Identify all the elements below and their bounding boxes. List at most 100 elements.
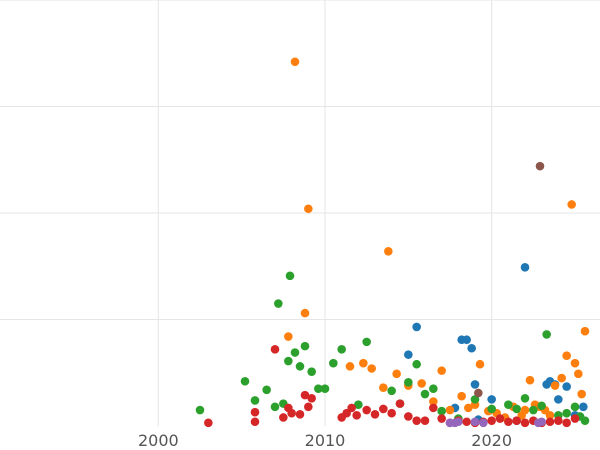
data-point-orange [392, 369, 401, 379]
data-point-green [270, 402, 280, 412]
data-point-green [537, 401, 546, 411]
data-point-red [204, 418, 213, 428]
data-point-blue [470, 380, 480, 389]
data-point-red [437, 414, 446, 423]
data-point-green [362, 337, 371, 347]
data-point-red [250, 407, 260, 417]
data-point-brown [474, 388, 483, 398]
data-point-green [562, 408, 571, 418]
data-point-green [329, 358, 338, 368]
data-point-blue [562, 382, 571, 391]
data-point-orange [304, 204, 313, 214]
data-point-red [287, 408, 296, 418]
data-point-red [404, 412, 413, 421]
x-tick-label: 2010 [305, 431, 346, 450]
data-points [195, 57, 590, 428]
data-point-red [307, 394, 316, 403]
data-point-green [300, 341, 310, 351]
data-point-orange [284, 332, 293, 341]
data-point-orange [384, 247, 393, 256]
data-point-purple [470, 417, 480, 427]
grid [0, 0, 600, 426]
data-point-green [285, 271, 295, 281]
data-point-red [562, 418, 571, 428]
data-point-orange [545, 411, 555, 420]
data-point-orange [429, 397, 438, 406]
data-point-blue [554, 395, 563, 404]
data-point-blue [520, 263, 530, 272]
data-point-orange [567, 200, 576, 209]
data-point-orange [464, 403, 473, 413]
data-point-blue [462, 335, 471, 345]
data-point-red [295, 409, 305, 419]
data-point-green [437, 406, 446, 416]
data-point-orange [580, 326, 590, 336]
x-tick-label: 2020 [471, 431, 512, 450]
data-point-green [504, 400, 513, 410]
data-point-green [387, 386, 396, 396]
data-point-purple [479, 418, 488, 428]
data-point-green [295, 362, 305, 371]
data-point-orange [379, 383, 388, 392]
data-point-orange [300, 308, 310, 318]
data-point-red [362, 405, 371, 415]
data-point-orange [574, 369, 583, 379]
data-point-red [420, 416, 430, 425]
data-point-green [520, 394, 530, 403]
data-point-orange [570, 358, 580, 368]
data-point-red [462, 417, 471, 427]
data-point-green [354, 400, 363, 410]
data-point-red [300, 390, 310, 400]
data-point-red [270, 345, 280, 354]
data-point-red [387, 408, 396, 418]
data-point-red [429, 403, 438, 413]
data-point-blue [412, 322, 421, 332]
data-point-green [250, 396, 260, 405]
x-axis-tick-labels: 2000 2010 2020 [138, 431, 512, 450]
data-point-red [495, 414, 505, 423]
data-point-red [347, 403, 356, 413]
data-point-green [195, 405, 205, 415]
data-point-green [307, 367, 316, 376]
data-point-red [487, 416, 496, 425]
data-point-red [352, 411, 361, 420]
data-point-green [529, 405, 538, 415]
data-point-orange [577, 389, 586, 399]
data-point-orange [557, 373, 566, 383]
data-point-red [250, 417, 260, 427]
data-point-green [429, 384, 438, 394]
data-point-green [314, 384, 323, 394]
data-point-blue [487, 395, 496, 404]
data-point-red [512, 416, 521, 425]
data-point-green [470, 395, 480, 404]
data-point-red [520, 418, 530, 428]
data-point-purple [454, 417, 463, 427]
data-point-orange [457, 391, 466, 401]
data-point-orange [359, 358, 368, 368]
data-point-green [320, 384, 330, 394]
data-point-green [542, 330, 551, 339]
data-point-blue [467, 343, 476, 353]
data-point-green [274, 299, 283, 308]
data-point-orange [520, 405, 530, 415]
data-point-orange [550, 381, 560, 390]
data-point-blue [579, 402, 588, 412]
data-point-red [545, 417, 555, 427]
data-point-orange [345, 362, 355, 371]
data-point-green [487, 404, 496, 414]
data-point-red [570, 414, 580, 423]
data-point-green [512, 404, 521, 414]
data-point-purple [537, 417, 546, 427]
data-point-green [262, 385, 271, 395]
data-point-red [554, 416, 563, 425]
data-point-green [412, 359, 421, 369]
data-point-red [395, 399, 405, 408]
data-point-red [304, 402, 313, 412]
data-point-green [580, 416, 590, 425]
data-point-orange [525, 375, 535, 385]
data-point-green [240, 376, 250, 386]
data-point-green [337, 345, 346, 354]
data-point-orange [475, 359, 485, 369]
data-point-green [284, 356, 293, 366]
